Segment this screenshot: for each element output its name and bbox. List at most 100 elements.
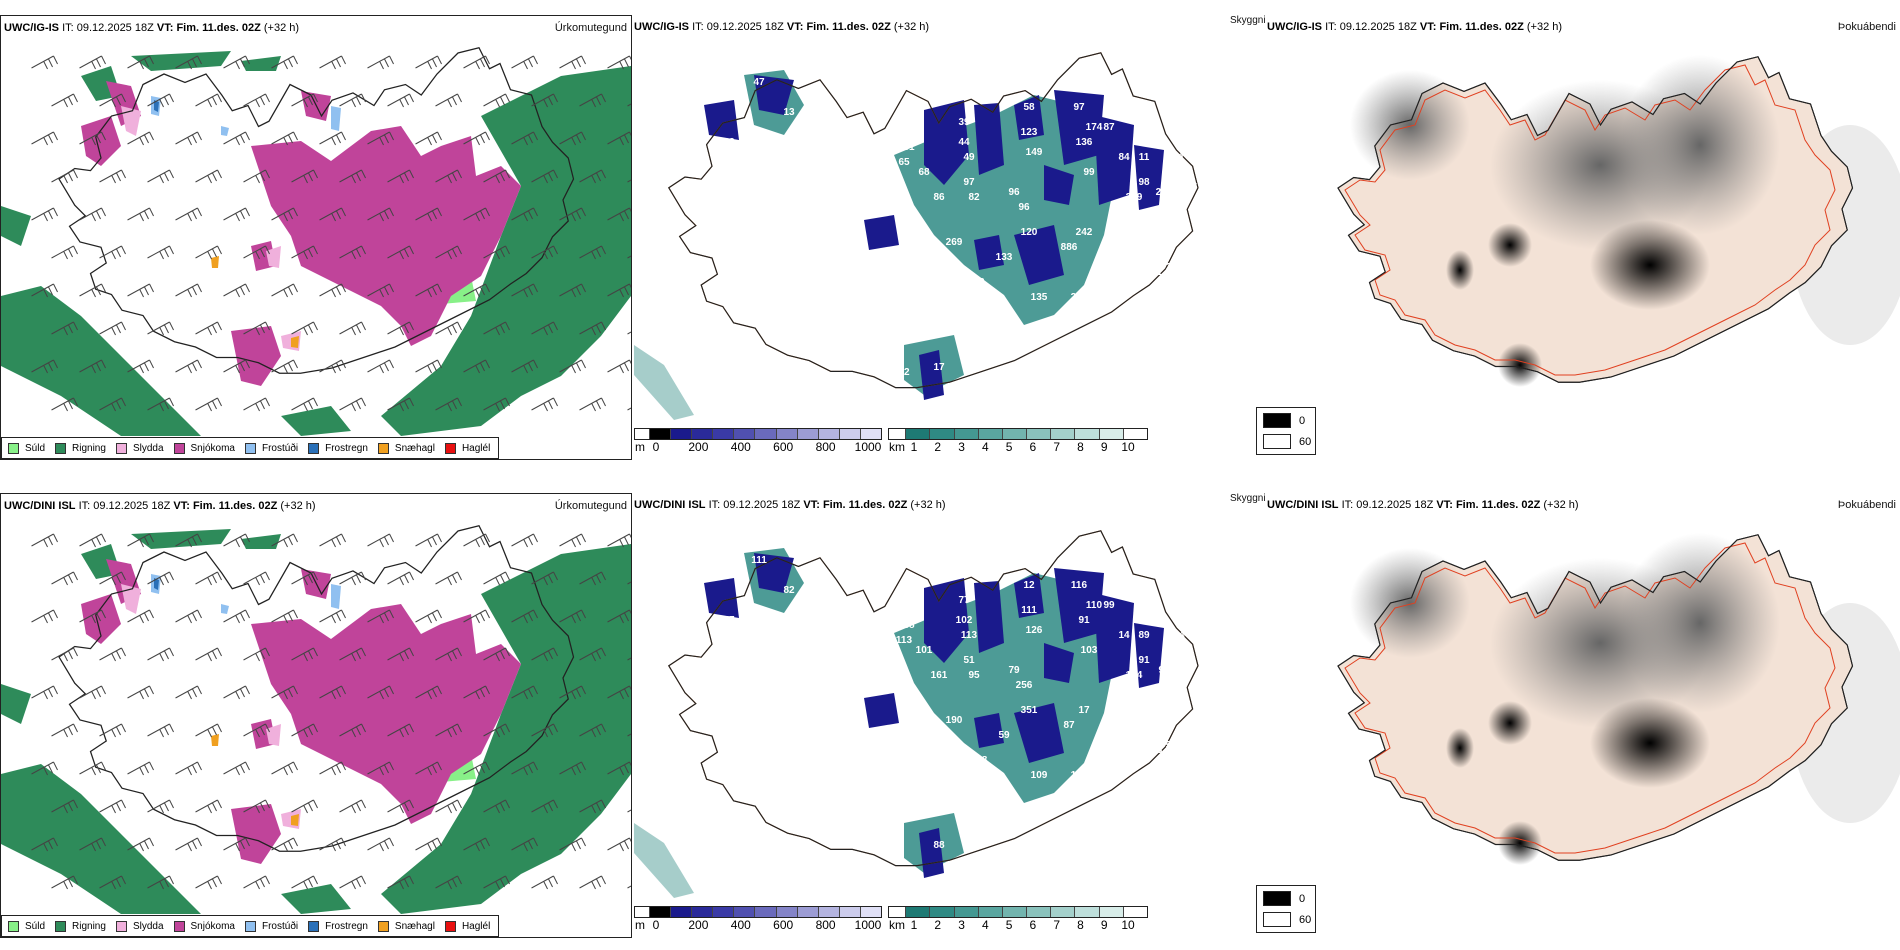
wind-barb <box>31 131 58 146</box>
colorbar-segment <box>930 429 955 439</box>
colorbar-tick: 0 <box>652 918 660 932</box>
ceiling-label: 65 <box>898 157 910 168</box>
ceiling-label: 116 <box>1081 810 1098 821</box>
wind-barb <box>31 283 58 298</box>
colorbar-segment <box>906 907 931 917</box>
ceiling-label: 69 <box>928 402 940 413</box>
colorbar-segment <box>650 429 672 439</box>
wind-barb <box>31 761 58 776</box>
wind-barb <box>291 397 318 412</box>
legend-item: Frostúði <box>244 442 298 454</box>
vt-label: VT: <box>173 500 190 512</box>
fog-legend-item: 0 <box>1263 413 1305 428</box>
precip-type-map[interactable] <box>1 36 631 436</box>
wind-barb <box>147 245 174 260</box>
wind-barb <box>51 93 78 108</box>
wind-barb <box>483 875 510 890</box>
ceiling-label: 99 <box>1083 167 1095 178</box>
legend-item: Haglél <box>444 920 490 932</box>
colorbar-tick: 2 <box>934 918 942 932</box>
wind-barb <box>511 283 538 298</box>
wind-barb <box>291 723 318 738</box>
ceiling-label: 12 <box>1148 730 1160 741</box>
colorbar-segment <box>692 429 714 439</box>
wind-barb <box>99 93 126 108</box>
legend-label: Súld <box>25 442 46 454</box>
wind-barb <box>291 321 318 336</box>
precip-type-map[interactable] <box>1 514 631 914</box>
init-time: 09.12.2025 18Z <box>1339 21 1417 33</box>
colorbar-segment <box>954 429 979 439</box>
wind-barb <box>483 799 510 814</box>
low-ceiling-areas <box>704 75 1164 400</box>
wind-barb <box>51 799 78 814</box>
precip-type-panel: UWC/DINI ISL IT: 09.12.2025 18Z VT: Fim.… <box>0 493 632 938</box>
colorbar-segment <box>860 907 881 917</box>
ceiling-label: 26 <box>1108 755 1120 766</box>
visibility-ceiling-map[interactable]: 31 47 66 13 22 08 2 67 57 51 65 68 86 39 44 49 97 82 58 123… <box>634 35 1258 420</box>
legend-label: Slydda <box>132 442 164 454</box>
wind-barb <box>463 837 490 852</box>
wind-barb <box>627 331 631 335</box>
wind-barb <box>175 685 202 700</box>
ceiling-label: 38 <box>903 620 915 631</box>
wind-barb <box>127 359 154 374</box>
legend-label: Frostregn <box>325 442 368 454</box>
ceiling-label: 207 <box>1196 685 1213 696</box>
legend-item: Snjókoma <box>173 442 235 454</box>
colorbar-tick: 6 <box>1029 918 1037 932</box>
wind-barb <box>319 533 346 548</box>
ceiling-label: 82 <box>898 367 910 378</box>
wind-barb <box>175 533 202 548</box>
wind-barb <box>367 837 394 852</box>
wind-barb <box>559 685 586 700</box>
wind-barb <box>127 685 154 700</box>
wind-barb <box>243 723 270 738</box>
wind-barb <box>387 875 414 890</box>
fog-indicator-map[interactable] <box>1260 513 1900 913</box>
legend-label: Slydda <box>132 920 164 932</box>
wind-barb <box>579 723 606 738</box>
colorbar-spacer <box>889 907 907 917</box>
legend-item: Súld <box>8 920 45 932</box>
legend-swatch <box>115 442 127 454</box>
wind-barb <box>483 723 510 738</box>
visibility-panel: UWC/IG-IS IT: 09.12.2025 18Z VT: Fim. 11… <box>634 15 1316 460</box>
wind-barb <box>127 207 154 222</box>
wind-barb <box>531 875 558 890</box>
wind-barb <box>223 359 250 374</box>
legend-item: Frostregn <box>308 920 368 932</box>
ceiling-label: 81 <box>1173 152 1185 163</box>
parameter-name: Úrkomutegund <box>554 22 627 34</box>
wind-barb <box>271 533 298 548</box>
ceiling-label: 84 <box>1118 152 1130 163</box>
ceiling-label: 47 <box>753 77 765 88</box>
ceiling-label: 44 <box>958 137 970 148</box>
wind-barb <box>51 571 78 586</box>
wind-barb <box>271 761 298 776</box>
ceiling-label: 79 <box>1008 665 1020 676</box>
wind-barb <box>271 207 298 222</box>
wind-barb <box>463 207 490 222</box>
wind-barb <box>243 647 270 662</box>
wind-barb <box>291 647 318 662</box>
ceiling-label: 67 <box>898 107 910 118</box>
colorbar-tick: 1000 <box>854 918 882 932</box>
colorbar-segment <box>930 907 955 917</box>
colorbar-tick: 8 <box>1077 440 1084 454</box>
wind-barb <box>339 93 366 108</box>
visibility-unit: km <box>889 918 905 932</box>
ceiling-label: 61 <box>1183 660 1195 671</box>
wind-barb <box>319 609 346 624</box>
ceiling-label: 223 <box>1071 292 1088 303</box>
colorbar-tick: 400 <box>730 440 751 454</box>
fog-indicator-map[interactable] <box>1260 35 1900 435</box>
legend-swatch <box>115 920 127 932</box>
ceiling-label: 179 <box>686 570 703 581</box>
wind-barb <box>319 207 346 222</box>
ice-pellet-areas <box>211 256 299 348</box>
wind-barb <box>319 837 346 852</box>
wind-barb <box>367 131 394 146</box>
